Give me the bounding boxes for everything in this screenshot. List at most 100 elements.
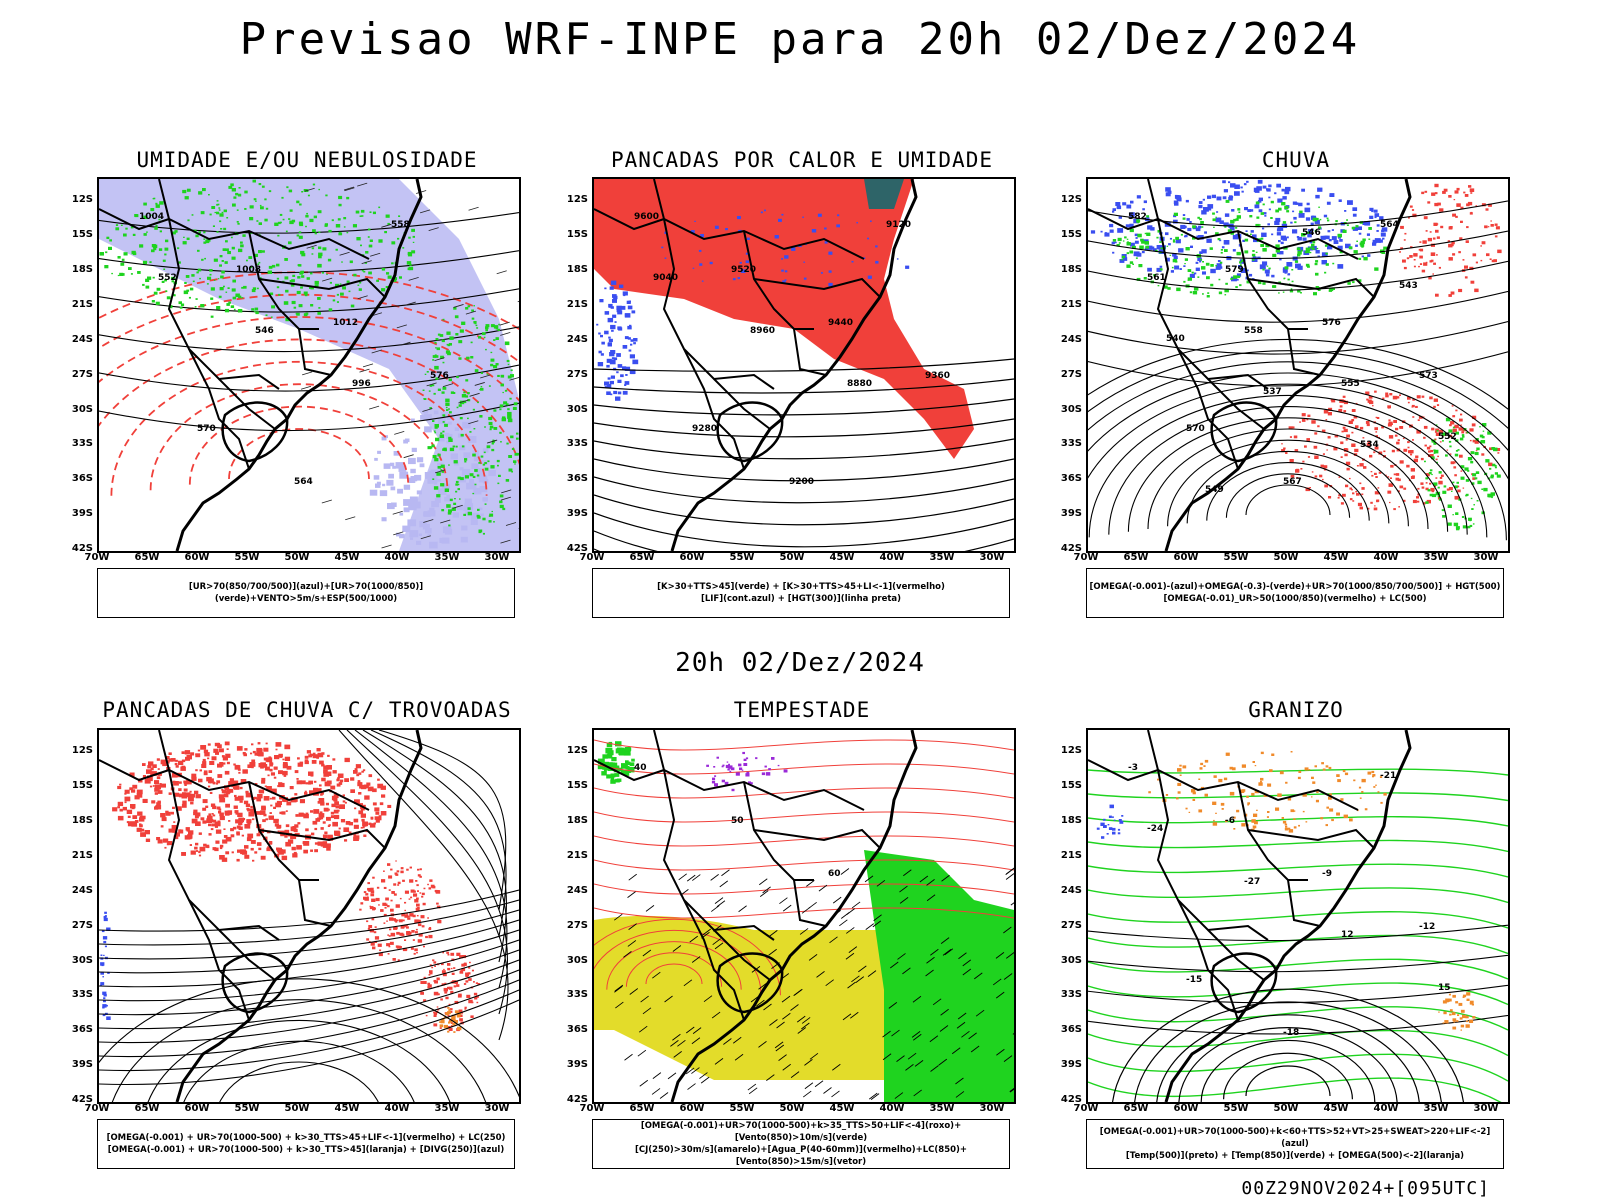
thunderstorm-area bbox=[285, 841, 291, 847]
country-border bbox=[99, 208, 370, 260]
omega500-area bbox=[1204, 793, 1208, 797]
storm-purple-area bbox=[746, 771, 750, 775]
thunderstorm-area bbox=[433, 1023, 438, 1027]
thunderstorm-area bbox=[181, 852, 186, 856]
omega-red-area bbox=[1419, 248, 1424, 252]
omega-red-area bbox=[1410, 453, 1413, 456]
temp850-contour bbox=[1088, 816, 1508, 827]
omega-green-area bbox=[1368, 238, 1371, 240]
lc850-contour bbox=[594, 835, 1014, 847]
humidity-low-area bbox=[178, 261, 181, 264]
thunderstorm-area bbox=[433, 1014, 437, 1017]
thunderstorm-area bbox=[320, 827, 324, 830]
wind850-area bbox=[621, 763, 628, 769]
wind-vector bbox=[958, 952, 967, 960]
divergence-area bbox=[100, 954, 103, 956]
shower-orange-area bbox=[454, 1020, 458, 1023]
humidity-low-area bbox=[171, 280, 174, 283]
map-umidade: 1004 1008 1012 576 570 564 558 552 546 996 bbox=[97, 177, 521, 553]
thunderstorm-area bbox=[218, 808, 222, 811]
thunderstorm-area bbox=[462, 963, 466, 966]
omega500-area bbox=[1290, 751, 1293, 753]
omega-blue-area bbox=[1279, 251, 1284, 255]
lon-tick-label: 60W bbox=[1173, 552, 1199, 563]
wind-vector bbox=[790, 1004, 799, 1011]
storm-purple-area bbox=[761, 772, 766, 776]
omega500-area bbox=[1444, 1020, 1449, 1024]
omega500-area bbox=[1242, 789, 1246, 792]
omega-green-area bbox=[1239, 284, 1242, 287]
hgt500-contour bbox=[1088, 383, 1507, 541]
thunderstorm-area bbox=[181, 765, 186, 769]
thunderstorm-area bbox=[215, 840, 220, 844]
omega-green-area bbox=[1325, 263, 1329, 266]
thunderstorm-area bbox=[202, 807, 207, 811]
omega500-area bbox=[1233, 828, 1236, 830]
thunderstorm-area bbox=[214, 742, 220, 747]
lat-tick-label: 33S bbox=[566, 989, 588, 1001]
thunderstorm-area bbox=[397, 881, 401, 885]
humidity-low-area bbox=[440, 483, 445, 487]
legend-pancadas-calor: [K>30+TTS>45](verde) + [K>30+TTS>45+LI<-… bbox=[592, 568, 1010, 618]
thunderstorm-area bbox=[214, 825, 218, 828]
omega-blue-area bbox=[1207, 195, 1212, 199]
humidity-low-area bbox=[477, 515, 481, 519]
lon-tick-label: 40W bbox=[879, 1103, 905, 1114]
thunderstorm-area bbox=[198, 778, 203, 783]
omega-red-area bbox=[1494, 223, 1498, 226]
omega-blue-area bbox=[1287, 273, 1291, 276]
wind850-area bbox=[606, 762, 609, 765]
thunderstorm-area bbox=[242, 769, 248, 774]
lat-tick-label: 21S bbox=[566, 849, 588, 861]
omega-blue-area bbox=[1186, 218, 1190, 221]
omega-red-area bbox=[1467, 201, 1473, 206]
omega-blue-area bbox=[1228, 196, 1233, 201]
omega-red-area bbox=[1453, 466, 1457, 469]
omega-green-area bbox=[1465, 479, 1470, 482]
omega-red-area bbox=[1418, 248, 1421, 251]
thunderstorm-area bbox=[186, 829, 189, 832]
hail-area bbox=[1096, 827, 1100, 830]
humidity-low-area bbox=[476, 327, 479, 329]
omega-green-area bbox=[1249, 215, 1253, 218]
humidity-low-area bbox=[445, 402, 450, 406]
omega500-area bbox=[1203, 765, 1206, 767]
wind-vector bbox=[911, 1030, 921, 1038]
humidity-upper-area bbox=[478, 475, 488, 483]
wind-vector bbox=[804, 1059, 813, 1066]
humidity-low-area bbox=[469, 431, 472, 433]
omega-blue-area bbox=[1307, 229, 1313, 233]
wind-vector bbox=[864, 875, 874, 883]
thunderstorm-area bbox=[362, 826, 365, 829]
thunderstorm-area bbox=[289, 786, 294, 790]
omega-blue-area bbox=[1274, 192, 1277, 195]
humidity-low-area bbox=[182, 241, 187, 245]
thunderstorm-area bbox=[392, 918, 396, 921]
thunderstorm-area bbox=[373, 931, 377, 934]
lon-tick-label: 70W bbox=[579, 552, 605, 563]
omega500-area bbox=[1453, 1021, 1456, 1023]
omega500-area bbox=[1305, 821, 1308, 823]
thunderstorm-area bbox=[275, 802, 282, 808]
lifted-index-contour bbox=[714, 225, 719, 229]
thunderstorm-area bbox=[468, 978, 472, 981]
omega-green-area bbox=[1337, 233, 1342, 238]
streamline bbox=[99, 959, 519, 1030]
humidity-upper-area bbox=[479, 486, 488, 493]
humidity-low-area bbox=[451, 507, 456, 511]
hgt300-contour bbox=[594, 530, 1014, 551]
omega-red-area bbox=[1346, 434, 1350, 438]
hgt500-contour bbox=[1186, 450, 1390, 524]
omega-blue-area bbox=[1293, 216, 1297, 220]
omega-blue-area bbox=[1338, 199, 1342, 202]
thunderstorm-area bbox=[412, 914, 416, 918]
humidity-low-area bbox=[467, 507, 471, 510]
thunderstorm-area bbox=[466, 994, 471, 998]
thunderstorm-area bbox=[447, 954, 450, 956]
humidity-low-area bbox=[309, 287, 312, 289]
thunderstorm-area bbox=[234, 794, 237, 797]
thunderstorm-area bbox=[378, 904, 380, 906]
omega-red-area bbox=[1410, 246, 1413, 249]
hgt500-contour bbox=[1088, 372, 1508, 480]
omega-blue-area bbox=[1292, 229, 1298, 234]
